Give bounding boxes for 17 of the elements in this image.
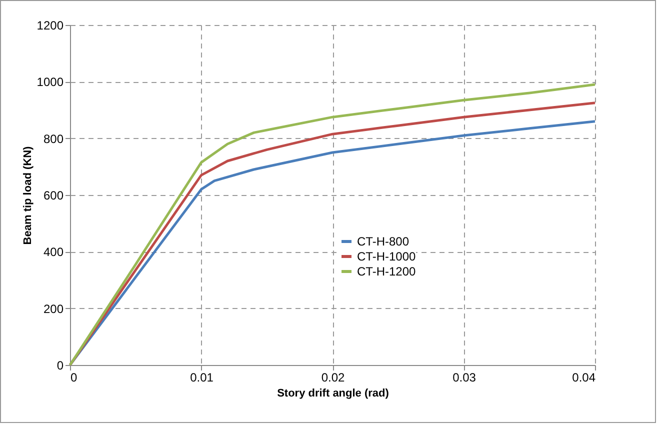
legend-label: CT-H-1200 [357, 264, 416, 278]
y-tick-label: 0 [56, 358, 64, 372]
y-tick-label: 800 [43, 132, 64, 146]
legend-label: CT-H-800 [357, 234, 410, 248]
y-tick-label: 400 [43, 245, 64, 260]
y-tick-label: 1200 [36, 18, 64, 32]
y-tick-label: 600 [43, 188, 64, 202]
x-tick-label: 0.01 [190, 370, 214, 384]
x-tick-label: 0 [70, 370, 78, 384]
y-tick-label: 1000 [36, 75, 64, 90]
x-tick-label: 0.02 [321, 370, 345, 384]
y-axis-title: Beam tip load (KN) [22, 146, 34, 245]
y-tick-label: 200 [43, 302, 64, 316]
legend-label: CT-H-1000 [357, 250, 416, 264]
x-axis-title: Story drift angle (rad) [277, 388, 390, 400]
x-tick-label: 0.04 [572, 370, 596, 384]
x-tick-label: 0.03 [452, 370, 476, 384]
